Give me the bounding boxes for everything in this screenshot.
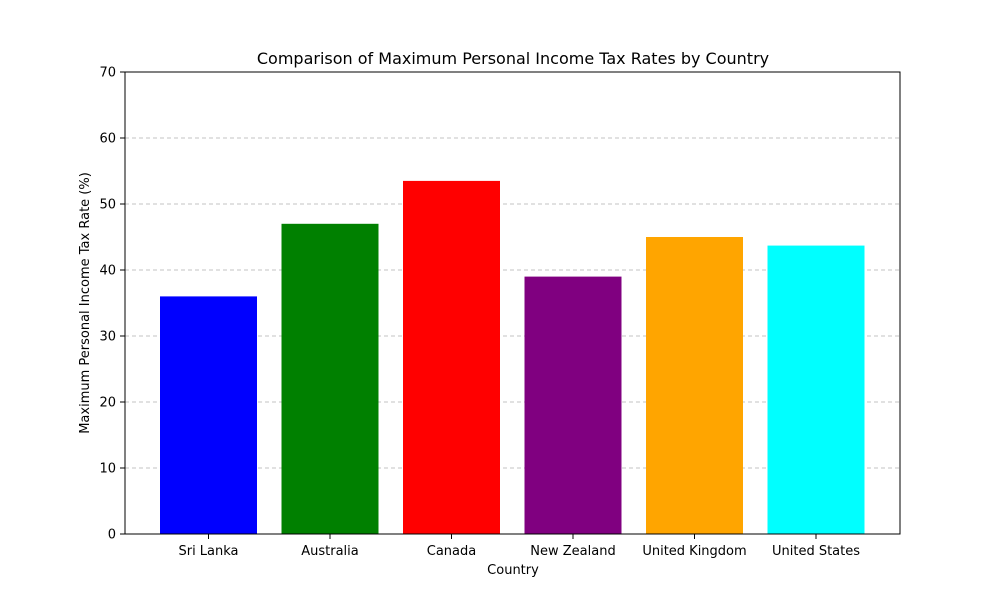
- x-tick-label: United Kingdom: [642, 544, 746, 559]
- x-axis-ticks: Sri Lanka Australia Canada New Zealand Unite…: [178, 534, 860, 559]
- bars: [160, 180, 865, 535]
- y-tick-label: 0: [108, 528, 116, 543]
- bar-australia: [281, 223, 379, 535]
- y-tick-label: 10: [99, 462, 116, 477]
- chart-title: Comparison of Maximum Personal Income Ta…: [257, 49, 769, 68]
- x-axis-label: Country: [487, 563, 539, 578]
- x-tick-label: Canada: [427, 544, 476, 559]
- y-axis-label: Maximum Personal Income Tax Rate (%): [78, 172, 93, 434]
- y-tick-label: 50: [99, 198, 116, 213]
- y-axis-ticks: 0 10 20 30 40 50 60 70: [99, 66, 125, 543]
- y-tick-label: 20: [99, 396, 116, 411]
- bar-sri-lanka: [160, 296, 257, 534]
- y-tick-label: 40: [99, 264, 116, 279]
- y-tick-label: 30: [99, 330, 116, 345]
- bar-united-kingdom: [646, 237, 743, 534]
- x-tick-label: Australia: [301, 544, 359, 559]
- x-tick-label: United States: [772, 544, 860, 559]
- y-tick-label: 70: [99, 66, 116, 81]
- bar-new-zealand: [524, 276, 622, 534]
- bar-united-states: [767, 245, 865, 534]
- plot-frame: [124, 71, 901, 535]
- y-tick-label: 60: [99, 132, 116, 147]
- x-tick-label: Sri Lanka: [178, 544, 238, 559]
- bar-canada: [403, 180, 500, 534]
- x-tick-label: New Zealand: [530, 544, 615, 559]
